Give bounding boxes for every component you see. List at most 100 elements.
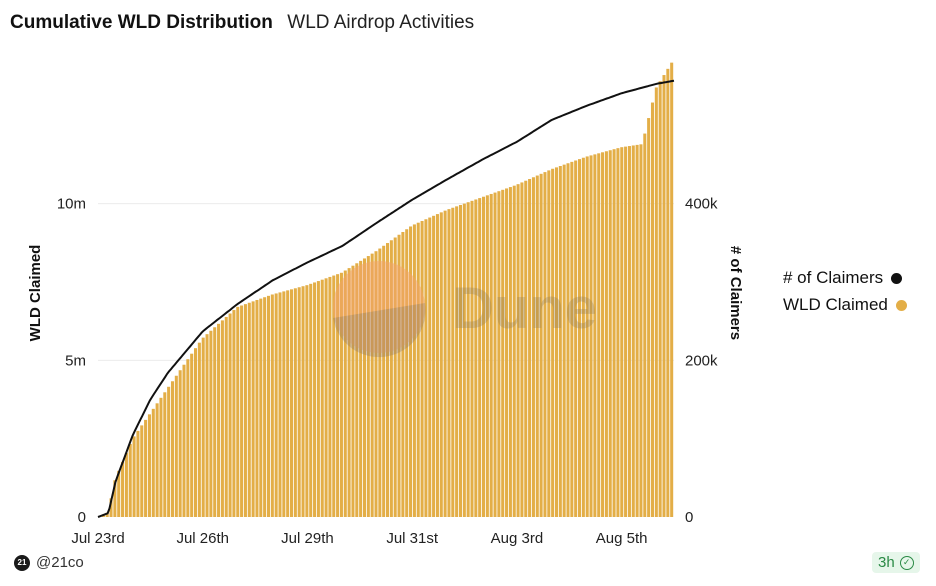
wld-claimed-bar [647, 118, 651, 517]
wld-claimed-bar [612, 149, 616, 517]
wld-claimed-bar [439, 212, 443, 517]
legend-dot-icon [895, 299, 907, 311]
dune-logo-icon [333, 261, 425, 353]
wld-claimed-bar [270, 294, 274, 517]
wld-claimed-bar [282, 291, 286, 517]
right-tick-label: 0 [685, 509, 693, 526]
wld-claimed-bar [416, 222, 420, 517]
wld-claimed-bar [109, 498, 113, 517]
wld-claimed-bar [428, 217, 432, 517]
wld-claimed-bar [493, 192, 497, 518]
wld-claimed-bar [228, 313, 232, 517]
left-tick-label: 5m [65, 352, 86, 369]
wld-claimed-bar [263, 297, 267, 517]
wld-claimed-bar [251, 301, 255, 517]
wld-claimed-bar [520, 182, 524, 517]
wld-claimed-bar [147, 414, 151, 517]
legend-item-wld[interactable]: WLD Claimed [783, 295, 907, 315]
wld-claimed-bar [324, 278, 328, 517]
author-credit[interactable]: 21 @21co [14, 554, 84, 571]
wld-claimed-bar [121, 461, 125, 517]
wld-claimed-bar [313, 282, 317, 517]
wld-claimed-bar [443, 210, 447, 517]
wld-claimed-bar [650, 102, 654, 517]
wld-claimed-bar [539, 173, 543, 518]
wld-claimed-bar [163, 392, 167, 517]
dune-logo-shade [333, 303, 426, 358]
wld-claimed-bar [462, 203, 466, 517]
wld-claimed-bar [117, 470, 121, 517]
wld-claimed-bar [589, 155, 593, 518]
wld-claimed-bar [658, 81, 662, 518]
wld-claimed-bar [512, 185, 516, 517]
wld-claimed-bar [232, 310, 236, 517]
wld-claimed-bar [516, 184, 520, 517]
wld-claimed-bar [528, 178, 532, 517]
wld-claimed-bar [170, 381, 174, 517]
wld-claimed-bar [370, 253, 374, 517]
wld-claimed-bar [405, 229, 409, 517]
x-tick-label: Jul 26th [176, 530, 229, 547]
wld-claimed-bar [209, 330, 213, 517]
wld-claimed-bar [662, 75, 666, 517]
wld-claimed-bar [424, 219, 428, 517]
x-tick-label: Aug 5th [596, 530, 648, 547]
wld-claimed-bar [627, 146, 631, 518]
wld-claimed-bar [297, 287, 301, 517]
wld-claimed-bar [182, 364, 186, 517]
wld-claimed-bar [451, 207, 455, 518]
wld-claimed-bar [501, 189, 505, 518]
wld-claimed-bar [547, 170, 551, 517]
wld-claimed-bar [301, 286, 305, 517]
left-tick-label: 0 [78, 509, 86, 526]
wld-claimed-bar [604, 151, 608, 518]
wld-claimed-bar [217, 323, 221, 517]
refresh-badge[interactable]: 3h ✓ [872, 552, 920, 573]
wld-claimed-bar [551, 168, 555, 517]
legend-item-claimers[interactable]: # of Claimers [783, 268, 907, 288]
wld-claimed-bar [620, 147, 624, 517]
wld-claimed-bar [386, 243, 390, 517]
wld-claimed-bar [336, 274, 340, 517]
wld-claimed-bar [305, 285, 309, 517]
wld-claimed-bar [220, 320, 224, 517]
wld-claimed-bar [105, 512, 109, 517]
wld-claimed-bar [635, 144, 639, 517]
wld-claimed-bar [355, 263, 359, 517]
dune-watermark-text: Dune [452, 276, 597, 341]
wld-claimed-bar [524, 180, 528, 517]
wld-claimed-bar [339, 272, 343, 517]
wld-claimed-bar [666, 68, 670, 518]
wld-claimed-bar [309, 283, 313, 517]
wld-claimed-bar [347, 268, 351, 517]
wld-claimed-bar [190, 353, 194, 517]
wld-claimed-bar [320, 279, 324, 517]
wld-claimed-bar [535, 175, 539, 518]
wld-claimed-bar [278, 292, 282, 517]
wld-claimed-bar [378, 248, 382, 517]
wld-claimed-bar [447, 209, 451, 518]
wld-claimed-bar [332, 275, 336, 517]
wld-claimed-bar [286, 290, 290, 517]
wld-claimed-bar [466, 202, 470, 517]
dune-watermark: Dune [333, 261, 597, 358]
legend-dot-icon [891, 272, 903, 284]
wld-claimed-bar [140, 425, 144, 517]
wld-claimed-bar [159, 397, 163, 517]
wld-claimed-bar [382, 245, 386, 517]
legend: # of Claimers WLD Claimed [783, 268, 907, 322]
wld-claimed-bar [574, 160, 578, 518]
wld-claimed-bar [489, 193, 493, 517]
wld-claimed-bar [432, 215, 436, 517]
wld-claimed-bar [293, 288, 297, 517]
right-axis-ticks: 0 200k 400k [685, 196, 718, 526]
wld-claimed-bar [566, 163, 570, 517]
wld-claimed-bar [474, 199, 478, 517]
wld-claimed-bar [593, 154, 597, 518]
wld-claimed-bar [562, 164, 566, 517]
wld-claimed-bar [136, 430, 140, 517]
left-axis-ticks: 0 5m 10m [57, 196, 86, 526]
wld-claimed-bar [316, 281, 320, 517]
wld-claimed-bar [151, 408, 155, 517]
